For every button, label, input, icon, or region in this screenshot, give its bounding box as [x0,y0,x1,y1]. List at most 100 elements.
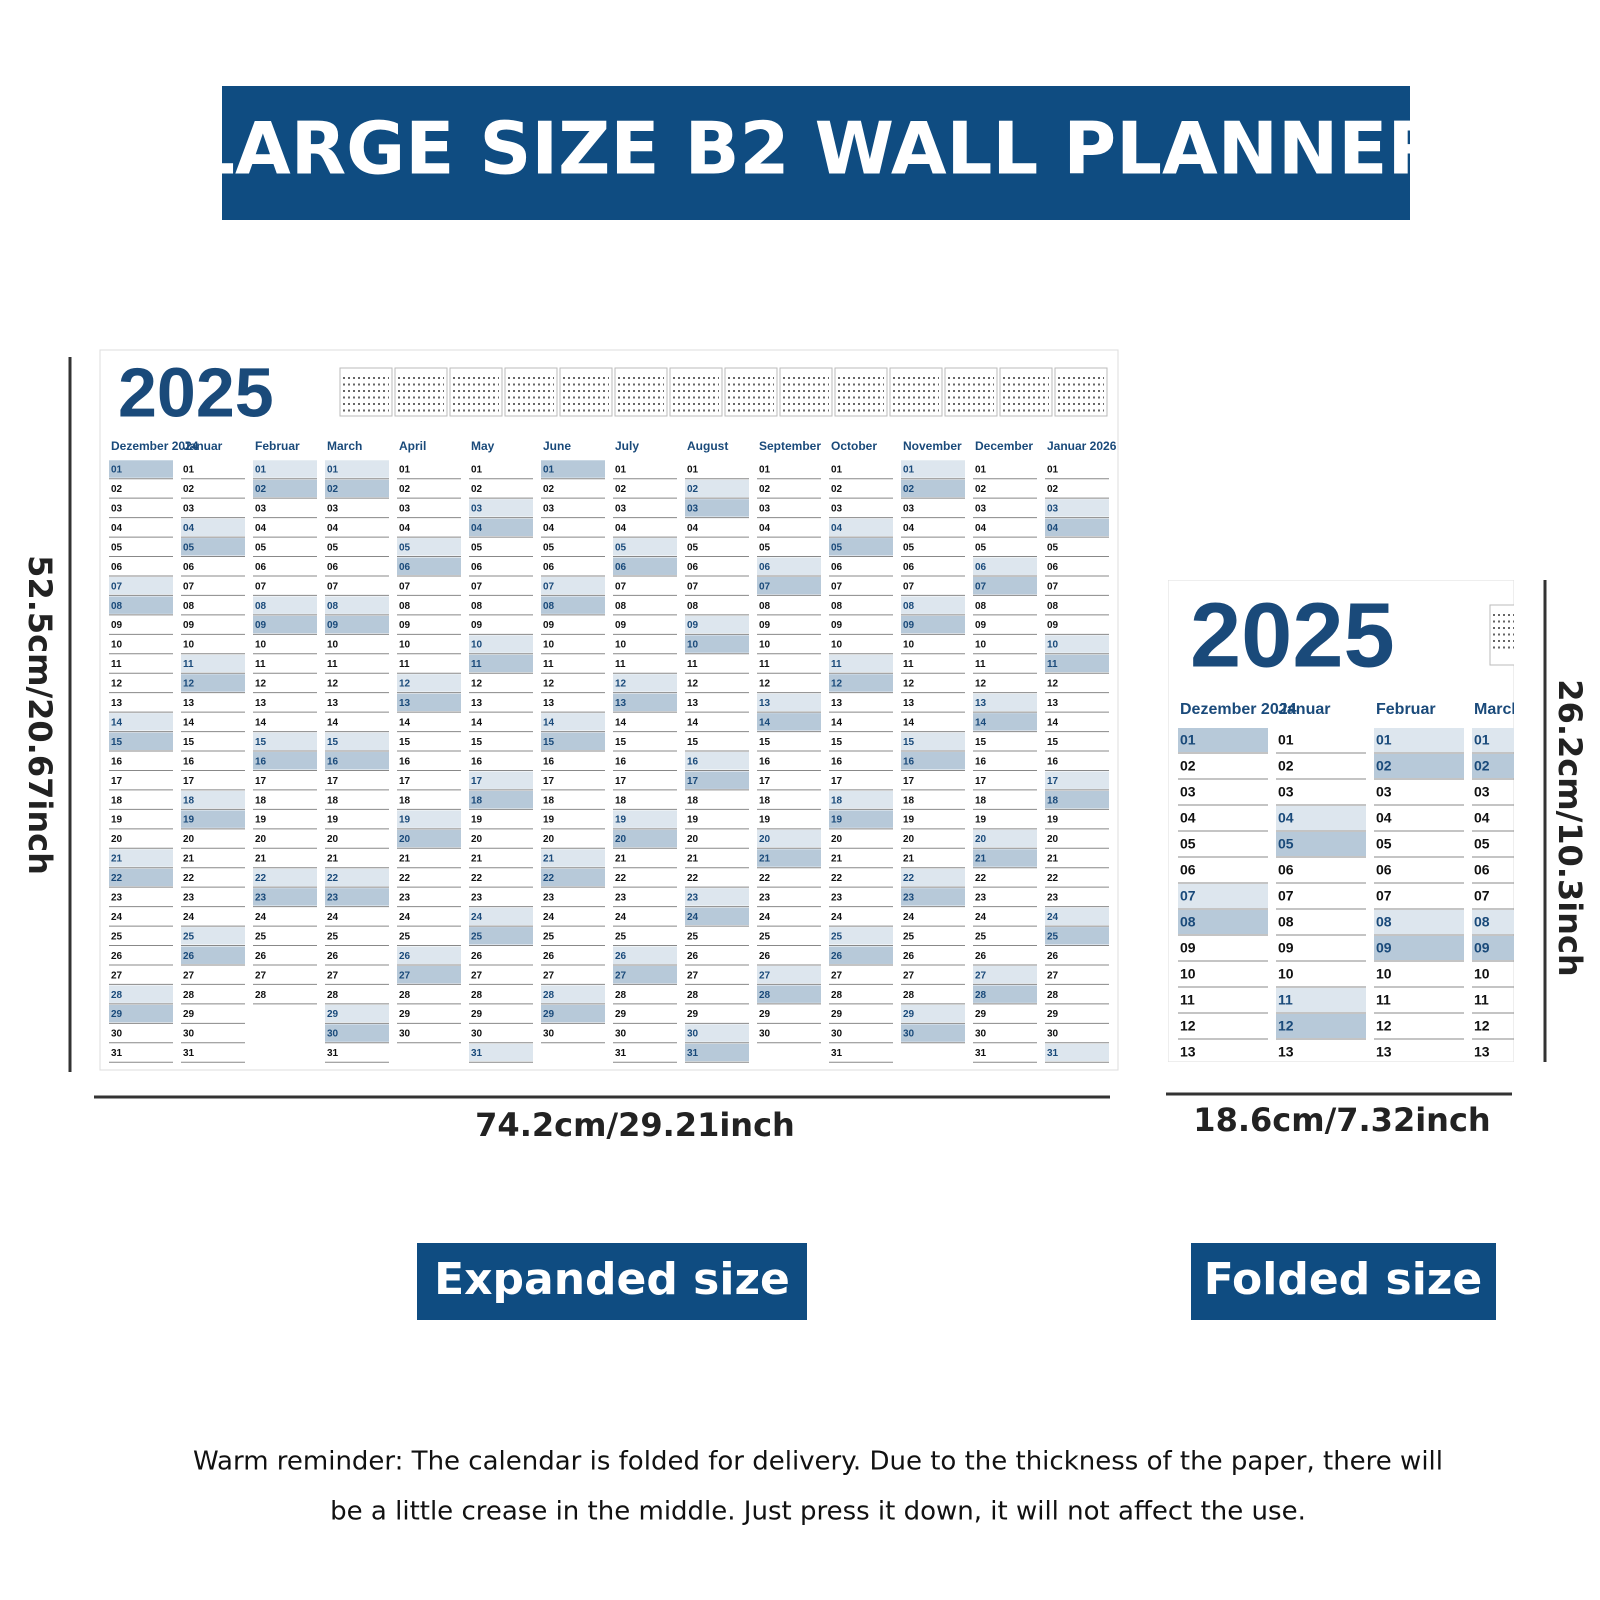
day-number: 05 [1376,836,1392,852]
weekend-shade [325,888,389,906]
day-number: 03 [759,504,771,515]
day-number: 03 [903,504,915,515]
day-number: 28 [831,990,843,1001]
day-number: 25 [543,931,555,942]
day-number: 01 [1376,732,1392,748]
day-number: 14 [543,717,555,728]
day-number: 17 [831,776,843,787]
day-number: 26 [543,951,555,962]
day-number: 22 [831,873,843,884]
day-number: 24 [111,912,123,923]
day-number: 27 [255,970,267,981]
weekend-shade [397,674,461,692]
day-number: 06 [831,562,843,573]
day-number: 21 [615,854,627,865]
weekend-shade [829,946,893,964]
day-number: 29 [1474,1460,1490,1476]
day-number: 31 [831,1048,843,1059]
day-number: 09 [903,620,915,631]
day-number: 10 [1278,966,1294,982]
day-number: 24 [903,912,915,923]
day-number: 28 [1474,1434,1490,1450]
weekend-shade [1276,988,1366,1012]
weekend-shade [829,538,893,556]
day-number: 10 [543,640,555,651]
weekend-shade [1570,1014,1600,1038]
day-number: 26 [327,951,339,962]
day-number: 29 [903,1009,915,1020]
day-number: 11 [1278,992,1293,1008]
day-number: 15 [327,737,339,748]
day-number: 27 [687,970,699,981]
weekend-shade [181,927,245,945]
weekend-shade [901,732,965,751]
day-number: 18 [399,795,411,806]
day-number: 11 [183,659,194,670]
day-number: 01 [183,465,195,476]
day-number: 01 [615,465,627,476]
day-number: 14 [1572,1070,1588,1086]
weekend-shade [1570,1222,1600,1246]
day-number: 07 [183,581,195,592]
day-number: 24 [1572,1330,1588,1346]
day-number: 27 [1047,970,1059,981]
day-number: 30 [327,1029,339,1040]
day-number: 18 [975,795,987,806]
day-number: 22 [327,873,339,884]
weekend-shade [1276,832,1366,856]
day-number: 21 [759,854,771,865]
day-number: 13 [183,698,195,709]
day-number: 11 [975,659,986,670]
day-number: 19 [1180,1200,1196,1216]
day-number: 18 [903,795,915,806]
day-number: 12 [1047,679,1059,690]
weekend-shade [973,965,1037,984]
weekend-shade [685,499,749,517]
day-number: 19 [255,815,267,826]
reminder-line: be a little crease in the middle. Just p… [330,1497,1306,1527]
day-number: 24 [327,912,339,923]
day-number: 05 [543,542,555,553]
day-number: 25 [1376,1356,1392,1372]
day-number: 08 [327,601,339,612]
day-number: 29 [471,1009,483,1020]
day-number: 05 [687,542,699,553]
weekend-shade [181,674,245,692]
day-number: 14 [831,717,843,728]
day-number: 26 [111,951,123,962]
day-number: 10 [687,640,699,651]
day-number: 11 [471,659,482,670]
day-number: 31 [1047,1048,1059,1059]
day-number: 03 [831,504,843,515]
day-number: 25 [183,931,195,942]
day-number: 22 [543,873,555,884]
weekend-shade [1276,1170,1366,1194]
day-number: 18 [1180,1174,1196,1190]
weekend-shade [1276,806,1366,830]
weekend-shade [325,732,389,751]
day-number: 30 [183,1029,195,1040]
month-name: November [903,439,962,453]
day-number: 11 [399,659,410,670]
day-number: 25 [831,931,843,942]
day-number: 29 [399,1009,411,1020]
day-number: 30 [831,1029,843,1040]
weekend-shade [1472,728,1514,752]
day-number: 10 [111,640,123,651]
folded-height: 26.2cm/10.3inch [1551,679,1589,976]
day-number: 03 [543,504,555,515]
weekend-shade [1276,1352,1366,1376]
weekend-shade [469,790,533,809]
day-number: 03 [399,504,411,515]
expanded-height: 52.5cm/20.67inch [21,555,59,875]
weekend-shade [1374,754,1464,778]
day-number: 23 [543,893,555,904]
day-number: 25 [111,931,123,942]
day-number: 17 [975,776,987,787]
weekend-shade [469,518,533,537]
day-number: 02 [1278,758,1294,774]
day-number: 07 [471,581,483,592]
year: 2025 [118,353,274,431]
day-number: 28 [903,990,915,1001]
day-number: 01 [975,465,987,476]
